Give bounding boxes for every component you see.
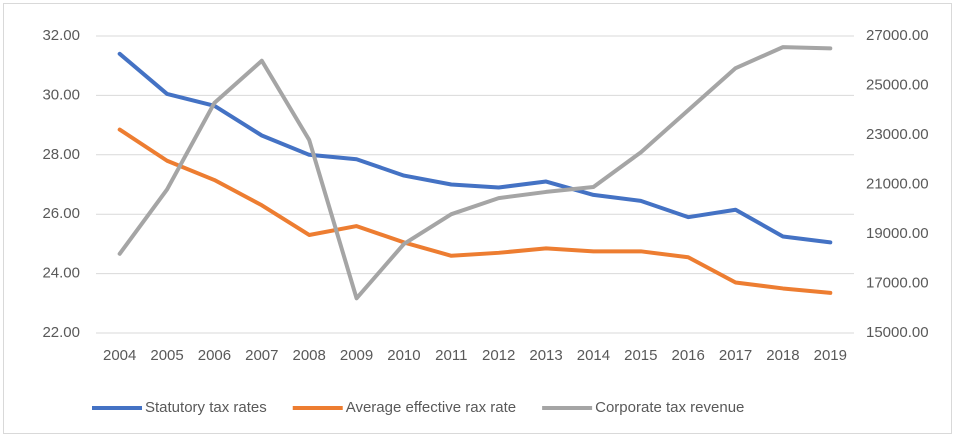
x-tick-label: 2006 — [198, 347, 231, 364]
series-line — [117, 45, 833, 301]
series-line — [117, 51, 833, 245]
x-tick-label: 2012 — [482, 347, 515, 364]
y2-tick-label: 15000.00 — [866, 324, 929, 341]
series-line — [117, 127, 833, 295]
legend-label: Corporate tax revenue — [595, 399, 744, 416]
x-tick-label: 2007 — [245, 347, 278, 364]
x-tick-label: 2019 — [814, 347, 847, 364]
y2-tick-label: 23000.00 — [866, 126, 929, 143]
x-tick-label: 2011 — [435, 347, 467, 364]
y-tick-label: 22.00 — [42, 324, 80, 341]
y-tick-label: 26.00 — [42, 205, 80, 222]
y2-tick-label: 25000.00 — [866, 76, 929, 93]
x-tick-label: 2013 — [529, 347, 562, 364]
chart-border — [3, 3, 952, 434]
x-tick-label: 2004 — [103, 347, 136, 364]
y2-tick-label: 21000.00 — [866, 175, 929, 192]
y-tick-label: 24.00 — [42, 265, 80, 282]
x-tick-label: 2010 — [387, 347, 420, 364]
x-tick-label: 2017 — [719, 347, 752, 364]
x-tick-label: 2008 — [293, 347, 326, 364]
y-tick-label: 32.00 — [42, 27, 80, 44]
x-tick-label: 2005 — [150, 347, 183, 364]
x-tick-label: 2015 — [624, 347, 657, 364]
x-tick-label: 2014 — [577, 347, 610, 364]
legend-label: Statutory tax rates — [145, 399, 267, 416]
y-tick-label: 30.00 — [42, 86, 80, 103]
y2-tick-label: 19000.00 — [866, 225, 929, 242]
y-tick-label: 28.00 — [42, 146, 80, 163]
y2-tick-label: 27000.00 — [866, 27, 929, 44]
x-tick-label: 2009 — [340, 347, 373, 364]
x-tick-label: 2018 — [766, 347, 799, 364]
y2-tick-label: 17000.00 — [866, 274, 929, 291]
legend-label: Average effective rax rate — [346, 399, 516, 416]
x-tick-label: 2016 — [672, 347, 705, 364]
